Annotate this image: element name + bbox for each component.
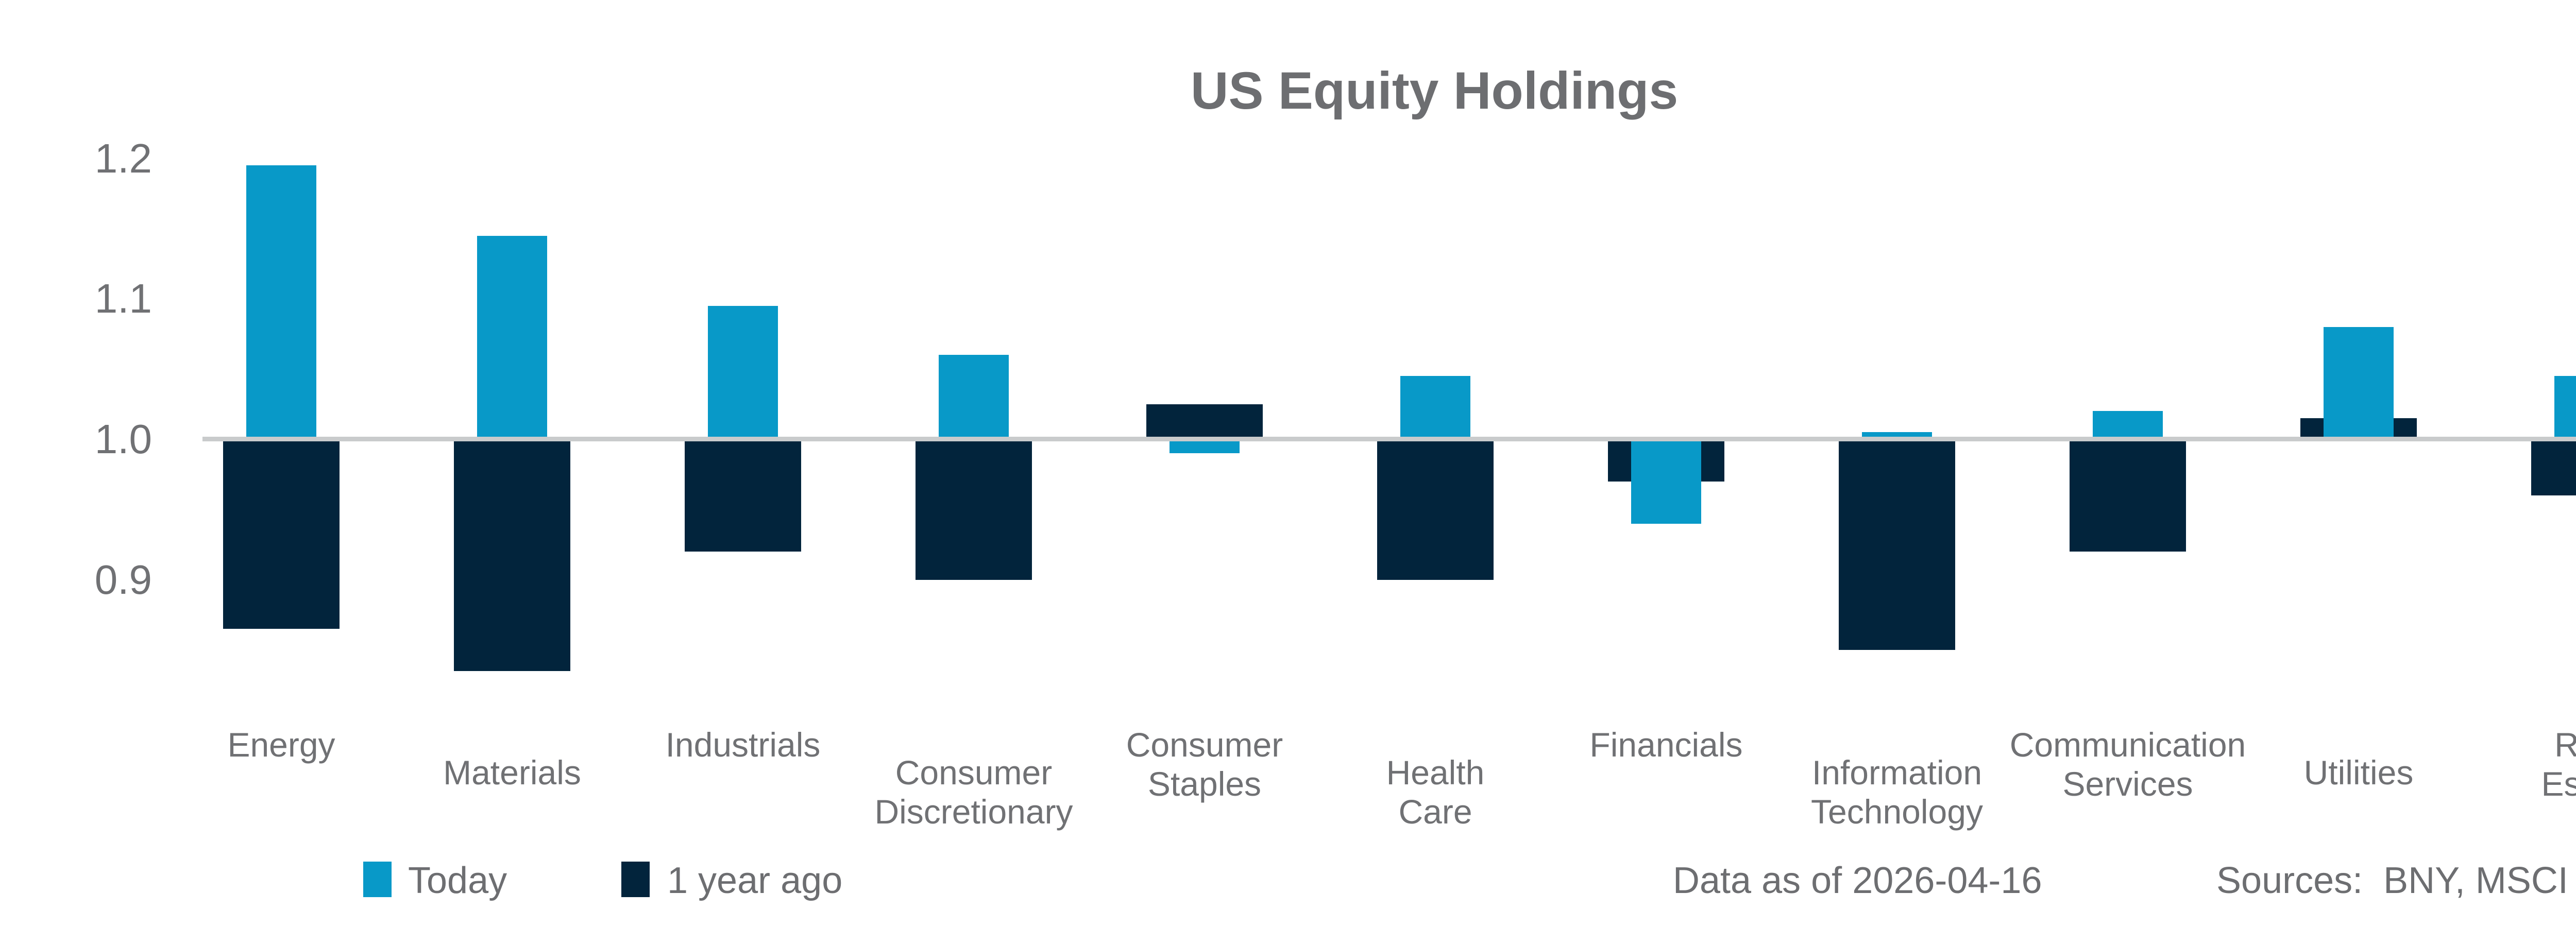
baseline-axis-line <box>202 437 2576 441</box>
bar-1-year-ago-industrials <box>685 439 801 552</box>
category-label-communication-services: Communication Services <box>2009 726 2246 803</box>
bar-today-materials <box>477 235 547 439</box>
bar-1-year-ago-health-care <box>1377 439 1494 580</box>
bar-today-utilities <box>2324 327 2394 439</box>
bar-today-communication-services <box>2093 411 2163 439</box>
legend-label-today: Today <box>408 860 507 901</box>
bar-1-year-ago-energy <box>223 439 340 629</box>
bar-1-year-ago-communication-services <box>2070 439 2186 552</box>
bar-1-year-ago-consumer-staples <box>1146 404 1263 439</box>
bar-today-energy <box>246 165 316 439</box>
bar-1-year-ago-information-technology <box>1839 439 1955 650</box>
category-label-financials: Financials <box>1589 726 1743 764</box>
bar-today-financials <box>1631 439 1701 524</box>
legend-swatch-today <box>363 862 392 897</box>
category-label-real-estate: Real Estate <box>2541 726 2576 803</box>
category-label-energy: Energy <box>227 726 335 764</box>
y-tick-label: 1.1 <box>94 276 152 322</box>
bar-today-health-care <box>1400 376 1470 439</box>
bar-today-industrials <box>708 305 778 439</box>
legend-label-1-year-ago: 1 year ago <box>667 860 843 901</box>
data-as-of-note: Data as of 2026-04-16 <box>1673 860 2042 901</box>
bar-1-year-ago-consumer-discretionary <box>916 439 1032 580</box>
category-label-materials: Materials <box>443 753 581 792</box>
category-label-health-care: Health Care <box>1386 753 1485 831</box>
chart-title: US Equity Holdings <box>1190 61 1679 120</box>
y-tick-label: 0.9 <box>94 556 152 603</box>
category-label-utilities: Utilities <box>2303 753 2414 792</box>
bar-1-year-ago-materials <box>454 439 570 671</box>
sources-note: Sources: BNY, MSCI <box>2216 860 2568 901</box>
category-label-information-technology: Information Technology <box>1811 753 1983 831</box>
category-label-consumer-staples: Consumer Staples <box>1126 726 1283 803</box>
bar-today-consumer-staples <box>1170 439 1240 454</box>
bar-today-real-estate <box>2554 376 2576 439</box>
bar-today-consumer-discretionary <box>939 355 1009 439</box>
y-tick-label: 1.2 <box>94 135 152 181</box>
y-tick-label: 1.0 <box>94 416 152 462</box>
category-label-industrials: Industrials <box>665 726 821 764</box>
category-label-consumer-discretionary: Consumer Discretionary <box>874 753 1073 831</box>
legend-swatch-1-year-ago <box>621 862 650 897</box>
bar-1-year-ago-real-estate <box>2531 439 2576 496</box>
